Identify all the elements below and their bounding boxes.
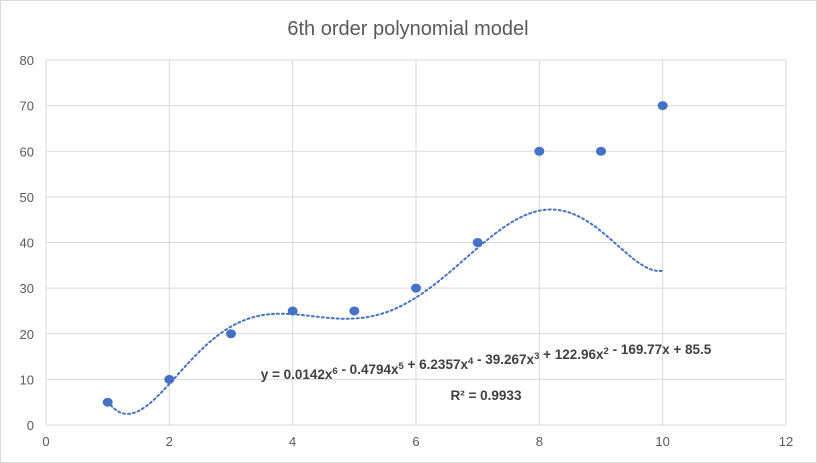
data-point <box>287 306 298 316</box>
y-tick-label: 70 <box>20 99 34 114</box>
y-tick-label: 0 <box>27 418 34 433</box>
equation-exponent: 2 <box>604 346 609 357</box>
data-point <box>164 374 175 384</box>
data-points <box>102 101 668 407</box>
y-tick-label: 60 <box>20 144 34 159</box>
equation-exponent: 6 <box>332 366 337 377</box>
equation-exponent: 4 <box>468 356 474 367</box>
equation-exponent: 5 <box>398 361 404 372</box>
y-tick-label: 50 <box>20 190 34 205</box>
r-squared-label: R² = 0.9933 <box>451 388 522 403</box>
data-point <box>534 146 545 156</box>
y-tick-label: 30 <box>20 281 34 296</box>
chart-title: 6th order polynomial model <box>287 18 528 40</box>
x-tick-label: 8 <box>536 434 543 449</box>
equation-term: - 169.77x + 85.5 <box>609 342 712 357</box>
data-point <box>657 101 668 111</box>
equation-term: - 0.4794x <box>338 362 399 377</box>
y-tick-label: 40 <box>20 236 34 251</box>
x-tick-label: 10 <box>655 434 669 449</box>
trendline <box>106 208 664 415</box>
x-tick-label: 2 <box>166 434 173 449</box>
y-tick-label: 20 <box>20 327 34 342</box>
data-point <box>411 283 421 293</box>
equation-term: + 6.2357x <box>404 357 469 372</box>
equation-term: - 39.267x <box>473 352 534 367</box>
data-point <box>226 329 236 339</box>
data-point <box>472 238 483 247</box>
equation-term: y = 0.0142x <box>261 367 333 382</box>
data-point <box>596 146 606 156</box>
x-tick-label: 6 <box>412 434 419 449</box>
tick-layer: 0 10 20 30 40 50 60 70 80 0 2 4 6 8 10 12 <box>20 53 794 449</box>
equation-term: + 122.96x <box>539 347 604 362</box>
trendline-equation: y = 0.0142x6 - 0.4794x5 + 6.2357x4 - 39.… <box>261 342 712 382</box>
equation-exponent: 3 <box>534 351 539 362</box>
y-tick-label: 10 <box>20 372 34 387</box>
x-tick-label: 4 <box>289 434 296 449</box>
x-tick-label: 12 <box>779 434 793 449</box>
x-tick-label: 0 <box>42 434 49 449</box>
data-point <box>102 397 113 407</box>
data-point <box>349 306 360 316</box>
y-tick-label: 80 <box>20 53 34 68</box>
